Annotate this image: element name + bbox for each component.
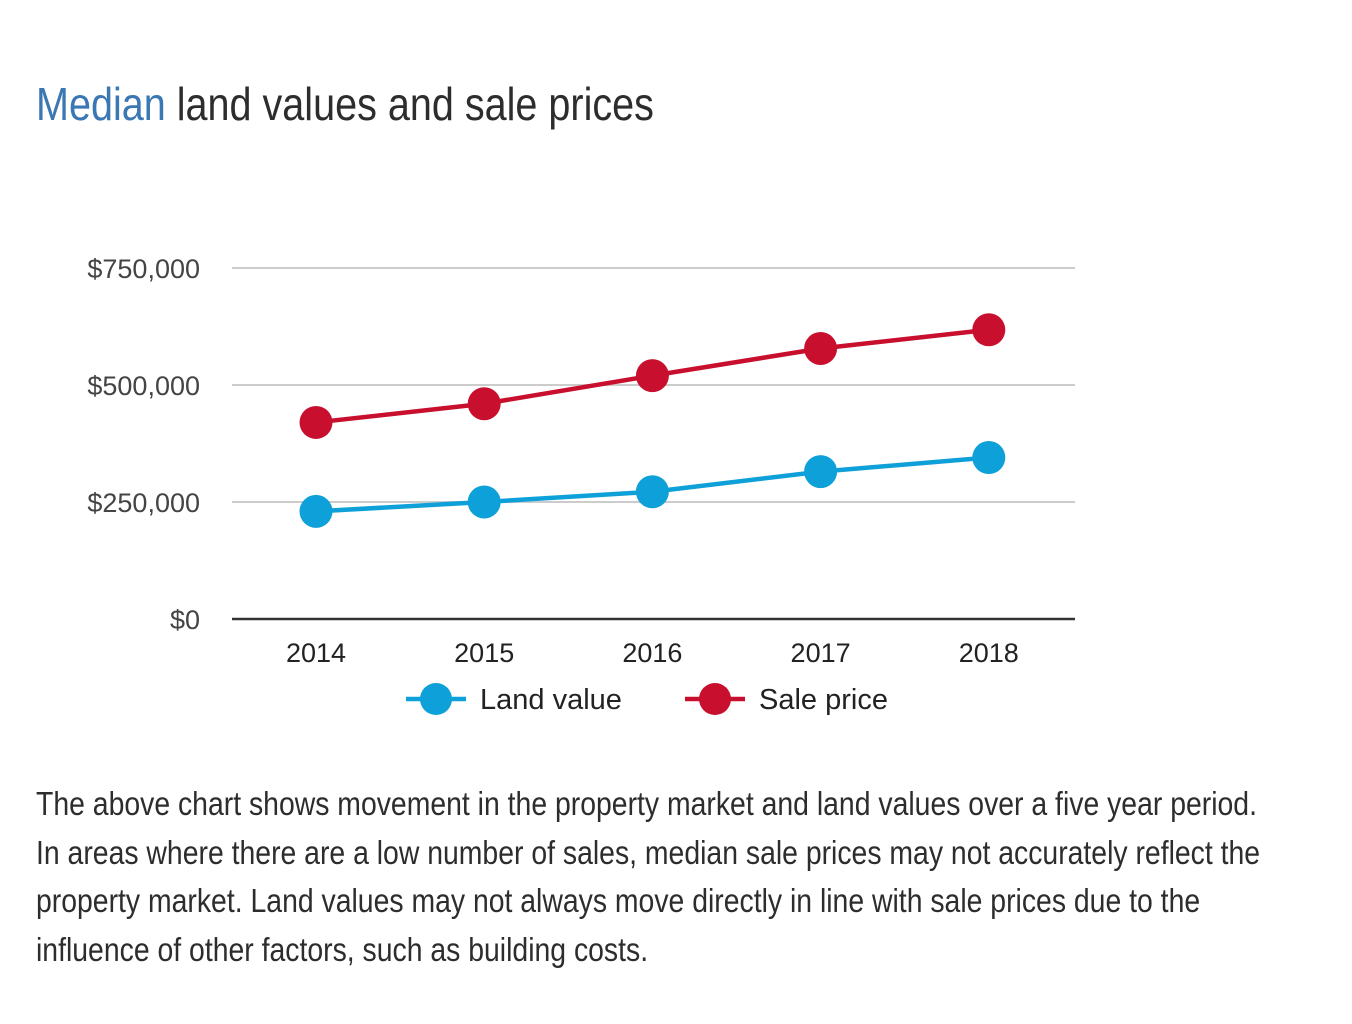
x-tick-label: 2017 xyxy=(791,638,851,668)
legend-item-land-value: Land value xyxy=(406,683,622,716)
chart-title: Median land values and sale prices xyxy=(36,74,654,134)
y-tick-label: $750,000 xyxy=(87,254,200,284)
y-tick-label: $250,000 xyxy=(87,488,200,518)
x-tick-label: 2016 xyxy=(622,638,682,668)
land-value-point xyxy=(804,455,838,489)
chart-description: The above chart shows movement in the pr… xyxy=(36,785,1261,968)
grid-layer xyxy=(232,267,1075,621)
x-tick-label: 2015 xyxy=(454,638,514,668)
sale-price-point xyxy=(467,387,501,421)
x-tick-label: 2014 xyxy=(286,638,346,668)
line-chart: $0$250,000$500,000$750,000 2014 2015 2016 2… xyxy=(87,254,1075,716)
x-tick-label: 2018 xyxy=(959,638,1019,668)
land-value-point xyxy=(467,485,501,519)
land-value-point xyxy=(635,475,669,509)
sale-price-point xyxy=(972,313,1006,347)
y-axis-labels: $0 $250,000 $500,000 $750,000 xyxy=(87,254,200,635)
legend-swatch-marker xyxy=(699,683,731,715)
chart-title-rest: land values and sale prices xyxy=(165,78,654,130)
y-tick-label: $500,000 xyxy=(87,371,200,401)
sale-price-point xyxy=(804,331,838,365)
legend-item-sale-price: Sale price xyxy=(685,683,888,716)
legend-label: Sale price xyxy=(759,684,888,716)
chart-title-accent: Median xyxy=(36,78,166,130)
land-value-point xyxy=(299,494,333,528)
x-axis-labels: 2014 2015 2016 2017 2018 xyxy=(286,638,1019,668)
legend: Land value Sale price xyxy=(406,683,888,716)
land-value-point xyxy=(972,441,1006,475)
sale-price-point xyxy=(635,359,669,393)
legend-swatch-marker xyxy=(420,683,452,715)
y-tick-label: $0 xyxy=(170,605,200,635)
sale-price-point xyxy=(299,405,333,439)
legend-label: Land value xyxy=(480,684,622,716)
series-layer xyxy=(299,313,1006,528)
